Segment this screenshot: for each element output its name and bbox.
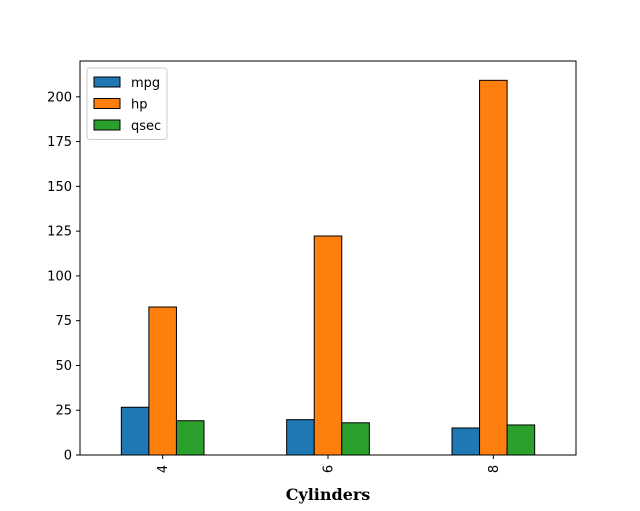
y-tick-label: 0 [64,449,72,464]
legend-label-qsec: qsec [131,119,161,134]
y-tick-label: 50 [55,359,72,374]
x-tick-label: 4 [156,465,171,473]
y-tick-label: 75 [55,314,72,329]
bar-qsec-8 [506,424,536,456]
bars-group [120,79,536,456]
y-tick-label: 125 [47,225,72,240]
bar-mpg-4 [120,406,150,456]
bar-qsec-6 [341,422,370,456]
y-tick-label: 150 [47,180,72,195]
legend: mpg hp qsec [86,67,168,140]
x-tick-label: 8 [487,465,502,473]
bar-qsec-4 [175,420,205,456]
legend-label-mpg: mpg [131,76,160,91]
legend-swatch-hp [93,98,121,109]
legend-swatch-qsec [93,119,121,131]
legend-swatch-mpg [93,76,121,88]
y-tick-label: 200 [47,90,72,105]
y-tick-label: 175 [47,135,72,150]
bar-hp-6 [313,235,343,456]
bar-mpg-8 [451,427,481,456]
x-tick-label: 6 [322,465,337,473]
bar-mpg-6 [286,419,315,456]
bar-hp-8 [479,79,508,456]
x-axis-label: Cylinders [286,485,371,504]
y-tick-label: 100 [47,269,72,284]
legend-label-hp: hp [131,98,148,113]
x-axis: 4 6 8 [156,455,502,473]
y-tick-label: 25 [55,404,72,419]
bar-hp-4 [148,306,177,456]
y-axis: 0 25 50 75 100 125 150 175 200 [47,90,80,464]
